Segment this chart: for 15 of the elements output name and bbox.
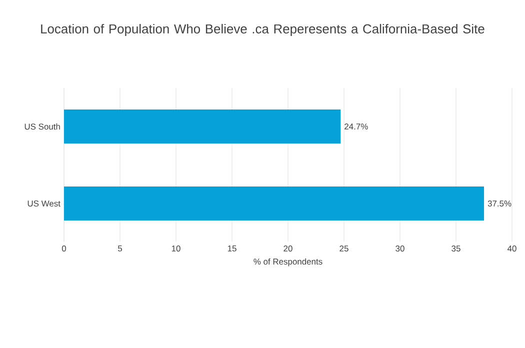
y-tick-label: US South — [24, 123, 60, 130]
data-label: 24.7% — [344, 124, 368, 130]
data-label: 37.5% — [488, 200, 512, 206]
x-tick-label: 0 — [62, 246, 66, 252]
y-tick-label: US West — [28, 200, 60, 206]
x-tick-label: 20 — [284, 246, 292, 252]
x-tick-label: 15 — [228, 246, 236, 252]
chart-title: Location of Population Who Believe .ca Reperesents a California-Based Site — [41, 24, 484, 36]
x-tick-label: 25 — [340, 246, 348, 252]
x-tick-label: 5 — [118, 246, 122, 252]
x-axis-title: % of Respondents — [254, 258, 322, 266]
x-tick-label: 35 — [452, 246, 460, 252]
x-tick-label: 10 — [172, 246, 180, 252]
x-tick-label: 30 — [396, 246, 404, 252]
x-tick-label: 40 — [507, 246, 516, 252]
